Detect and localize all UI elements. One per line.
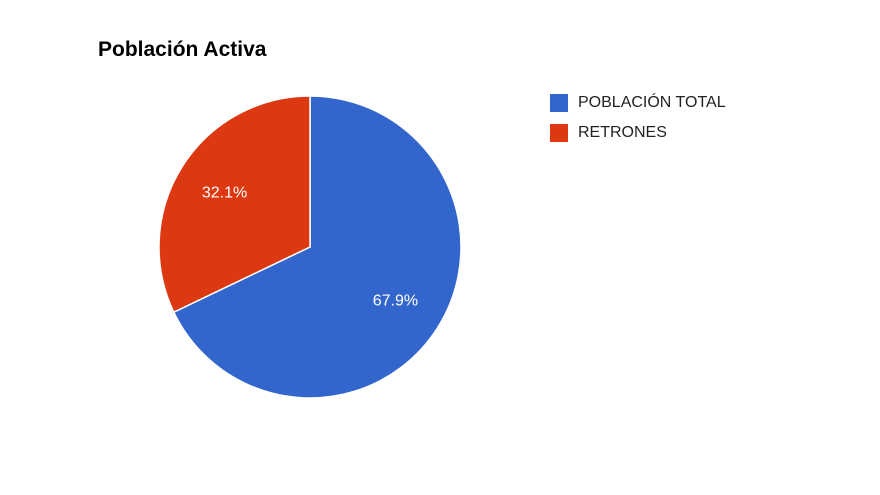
pie-slices [158, 95, 462, 399]
legend-swatch-poblacion-total [550, 94, 568, 112]
legend-item-poblacion-total[interactable]: POBLACIÓN TOTAL [550, 93, 726, 113]
legend: POBLACIÓN TOTAL RETRONES [550, 93, 726, 153]
chart-title: Población Activa [98, 38, 267, 61]
legend-label-retrones: RETRONES [578, 124, 667, 141]
slice-label-poblacion-total: 67.9% [373, 292, 418, 309]
legend-label-poblacion-total: POBLACIÓN TOTAL [578, 94, 726, 111]
legend-item-retrones[interactable]: RETRONES [550, 123, 726, 143]
slice-label-retrones: 32.1% [202, 185, 247, 202]
pie-slice-labels: 67.9% 32.1% [202, 185, 418, 310]
pie-slice-poblacion-total[interactable] [172, 95, 462, 399]
pie-slice-retrones[interactable] [158, 95, 311, 314]
legend-swatch-retrones [550, 124, 568, 142]
